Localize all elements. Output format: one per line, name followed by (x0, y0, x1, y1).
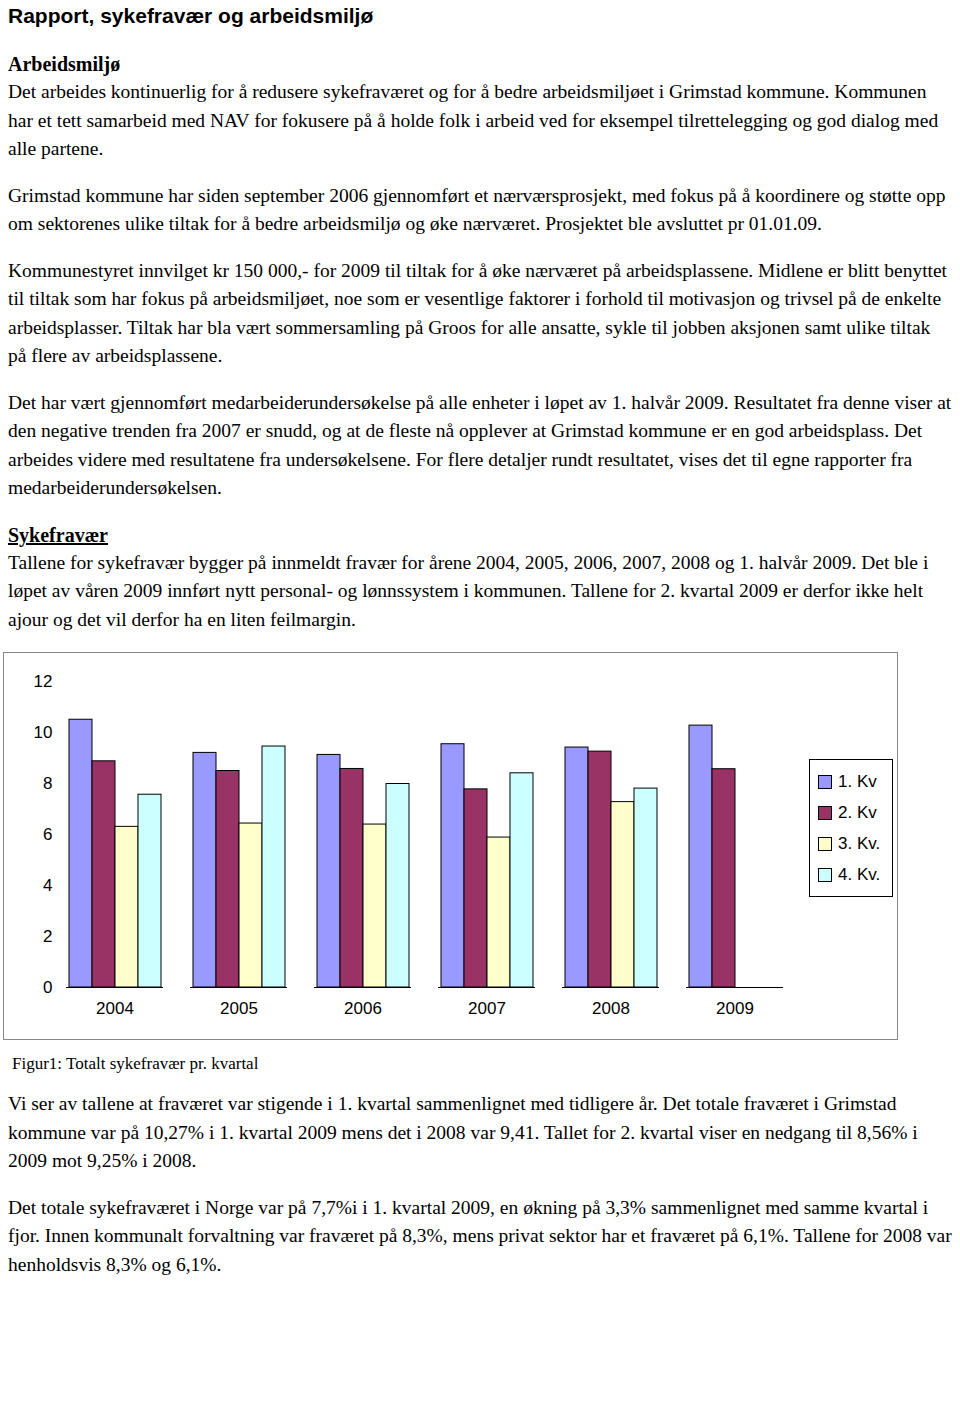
svg-text:4: 4 (43, 876, 52, 895)
html-text:3. Kv.: 3. Kv. (838, 834, 881, 853)
svg-text:10: 10 (34, 723, 53, 742)
html-text:1. Kv: 1. Kv (838, 772, 877, 791)
svg-text:2008: 2008 (592, 999, 630, 1018)
html-text:4. Kv.: 4. Kv. (838, 865, 881, 884)
html-text:Det totale sykefraværet i Norg: Det totale sykefraværet i Norge var på 7… (8, 1196, 952, 1275)
html-text:Figur1: Totalt sykefravær pr.: Figur1: Totalt sykefravær pr. kvartal (12, 1054, 259, 1073)
svg-text:2: 2 (43, 927, 52, 946)
html-text:Sykefravær: Sykefravær (8, 523, 108, 546)
html-text:Det har vært gjennomført medar: Det har vært gjennomført medarbeiderunde… (8, 391, 952, 498)
html-text:Kommunestyret innvilget kr 150: Kommunestyret innvilget kr 150 000,- for… (8, 259, 947, 366)
html-text:Tallene for sykefravær bygger: Tallene for sykefravær bygger på innmeld… (8, 551, 929, 630)
svg-text:2006: 2006 (344, 999, 382, 1018)
svg-text:2007: 2007 (468, 999, 506, 1018)
html-text:Vi ser av tallene at fraværet: Vi ser av tallene at fraværet var stigen… (8, 1093, 918, 1171)
svg-text:2004: 2004 (96, 999, 134, 1018)
svg-text:0: 0 (43, 978, 52, 997)
svg-text:6: 6 (43, 825, 52, 844)
svg-text:2005: 2005 (220, 999, 258, 1018)
html-text:2. Kv: 2. Kv (838, 803, 877, 822)
html-text:Arbeidsmiljø: Arbeidsmiljø (8, 53, 121, 75)
html-text:Grimstad kommune har siden sep: Grimstad kommune har siden september 200… (8, 184, 946, 234)
html-text:Rapport, sykefravær og arbeids: Rapport, sykefravær og arbeidsmiljø (8, 4, 374, 27)
svg-text:8: 8 (43, 774, 52, 793)
svg-text:12: 12 (34, 672, 53, 691)
html-text:Det arbeides kontinuerlig for: Det arbeides kontinuerlig for å redusere… (8, 81, 939, 159)
svg-text:2009: 2009 (716, 999, 754, 1018)
